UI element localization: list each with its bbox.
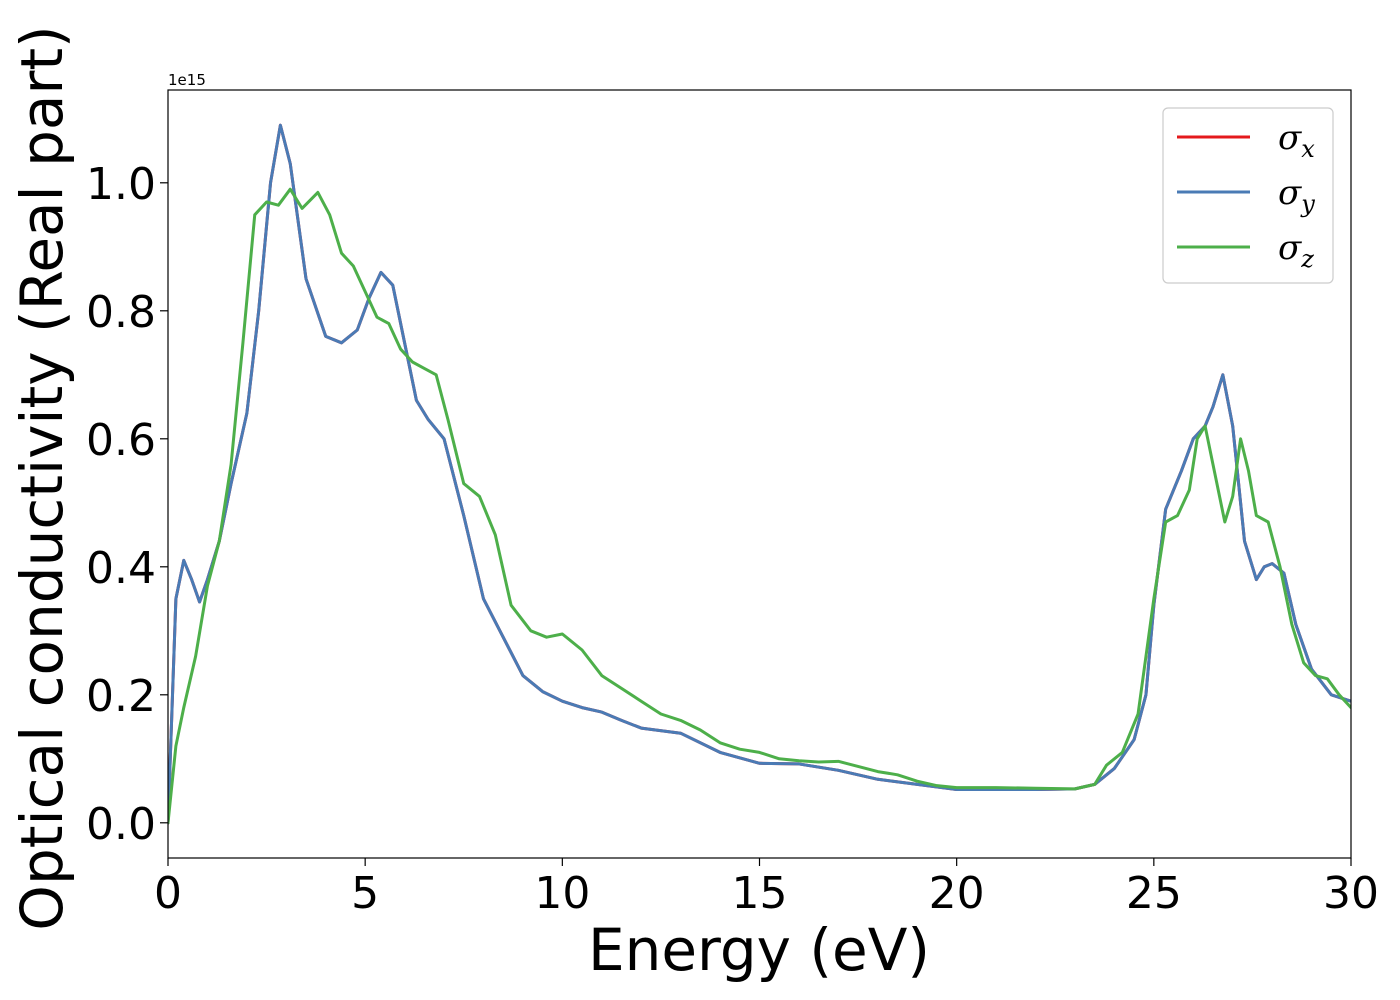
series-layer [168,123,1351,825]
y-tick-label: 0.6 [86,415,156,466]
legend-label-z: σz [1278,228,1314,273]
y-tick-label: 0.0 [86,799,156,850]
y-axis-label: Optical conductivity (Real part) [8,25,76,930]
y-tick-label: 0.8 [86,287,156,338]
x-tick-label: 0 [154,868,182,919]
series-line-y [168,123,1351,825]
y-tick-label: 0.2 [86,671,156,722]
x-tick-label: 25 [1126,868,1182,919]
legend: σx σy σz [1162,107,1334,284]
legend-label-y: σy [1278,173,1315,218]
x-tick-label: 30 [1323,868,1379,919]
y-tick-label: 0.4 [86,543,156,594]
y-tick-label: 1.0 [86,159,156,210]
axes-layer: 0 5 10 15 20 25 30 0.0 0.2 0.4 0.6 0.8 1.0 [86,89,1379,919]
x-tick-label: 10 [534,868,590,919]
x-tick-label: 20 [929,868,985,919]
x-tick-label: 5 [351,868,379,919]
legend-box [1162,107,1334,284]
x-axis-label: Energy (eV) [588,916,930,984]
x-tick-label: 15 [732,868,788,919]
series-line-z [168,187,1351,825]
y-offset-label: 1e15 [168,71,206,89]
legend-label-x: σx [1278,118,1315,163]
